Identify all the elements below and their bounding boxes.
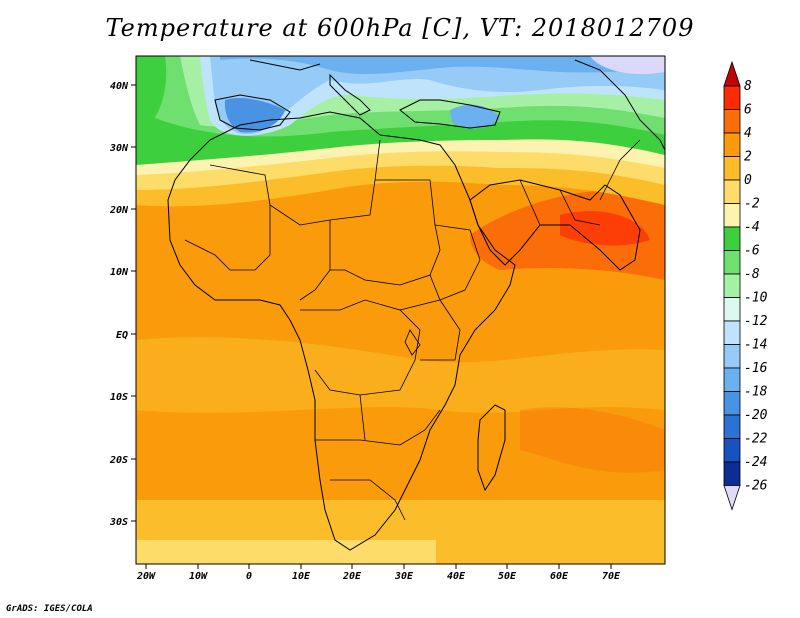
- colorbar-swatch: [723, 156, 741, 181]
- lat-tick-label: 20N: [109, 205, 129, 216]
- colorbar-top-arrow: [723, 60, 741, 87]
- field-hot-arabian-sea: [560, 211, 650, 246]
- colorbar-label: -8: [744, 267, 760, 282]
- border-arabia-2: [559, 189, 601, 226]
- colorbar-label: 2: [744, 150, 752, 165]
- lon-tick-label: 20E: [342, 571, 362, 582]
- colorbar-swatch: [723, 461, 741, 486]
- africa-coast: [167, 111, 516, 551]
- lon-tick-label: 50E: [498, 571, 517, 582]
- colorbar-label: -14: [744, 338, 767, 353]
- turkey-coast: [399, 99, 501, 129]
- colorbar-label: 4: [744, 126, 752, 141]
- border-niger-chad: [299, 220, 331, 301]
- plot-title: Temperature at 600hPa [C], VT: 201801270…: [105, 14, 695, 42]
- border-southern-africa: [315, 409, 441, 446]
- border-central-africa: [300, 299, 421, 396]
- border-angola-zambia: [359, 394, 366, 441]
- field-cold-turkey: [450, 104, 500, 129]
- colorbar: 8 6 4 2 0 -2 -4 -6 -8 -10 -12 -14 -16 -18 -20 -22 -24 -26: [723, 60, 768, 511]
- lat-tick-label: 40N: [110, 81, 129, 92]
- iberia-coast: [214, 94, 291, 131]
- lake-victoria: [404, 329, 421, 356]
- border-west-africa: [184, 205, 271, 271]
- border-iran: [599, 139, 641, 201]
- europe-coast: [249, 59, 321, 71]
- lat-tick-label: 30S: [109, 517, 128, 528]
- lon-axis: 20W 10W 0 10E 20E 30E 40E 50E 60E 70E: [136, 564, 621, 582]
- colorbar-label: -2: [744, 197, 760, 212]
- colorbar-swatch: [723, 85, 741, 110]
- lat-axis: 40N 30N 20N 10N EQ 10S 20S 30S: [109, 81, 136, 528]
- colorbar-label: -22: [744, 432, 768, 447]
- colorbar-swatch: [723, 414, 741, 439]
- country-borders: [184, 139, 641, 521]
- colorbar-label: -18: [744, 385, 768, 400]
- grads-credit: GrADS: IGES/COLA: [6, 604, 93, 614]
- madagascar-coast: [477, 404, 506, 492]
- border-east-africa: [399, 299, 461, 361]
- field-west-atlantic: [136, 56, 167, 140]
- plot-frame: [135, 55, 666, 565]
- lon-tick-label: 40E: [447, 571, 466, 582]
- border-south-africa: [330, 479, 406, 521]
- colorbar-swatch: [723, 109, 741, 134]
- lon-tick-label: 70E: [602, 571, 621, 582]
- italy-coast: [329, 73, 371, 116]
- field-band-minus16: [220, 56, 665, 74]
- colorbar-swatch: [723, 320, 741, 345]
- lat-tick-label: 20S: [109, 455, 128, 466]
- lon-tick-label: 30E: [394, 571, 414, 582]
- coastlines: [167, 59, 665, 551]
- lon-tick-label: 10E: [292, 571, 311, 582]
- border-arabia-1: [519, 179, 541, 226]
- colorbar-swatch: [723, 203, 741, 228]
- lon-tick-label: 20W: [136, 571, 156, 582]
- field-band-equator: [136, 337, 665, 413]
- colorbar-swatch: [723, 391, 741, 416]
- lat-tick-label: 30N: [109, 143, 129, 154]
- colorbar-label: -24: [744, 455, 767, 470]
- colorbar-swatch: [723, 438, 741, 463]
- field-cold-iberia: [224, 98, 285, 133]
- colorbar-label: -16: [744, 361, 768, 376]
- colorbar-label: -10: [744, 291, 768, 306]
- field-warm-indian-ocean: [520, 407, 665, 473]
- lon-tick-label: 0: [246, 571, 252, 582]
- colorbar-swatch: [723, 297, 741, 322]
- colorbar-label: 0: [744, 173, 752, 188]
- colorbar-swatch: [723, 344, 741, 369]
- arabia-coast: [469, 179, 641, 271]
- lat-tick-label: 10S: [110, 392, 128, 403]
- colorbar-label: -4: [744, 220, 760, 235]
- lat-tick-label: 10N: [110, 267, 129, 278]
- border-ethiopia: [429, 224, 481, 301]
- lon-tick-label: 10W: [189, 571, 208, 582]
- colorbar-swatch: [723, 132, 741, 157]
- colorbar-bottom-arrow: [723, 485, 741, 511]
- border-sahara: [209, 139, 381, 226]
- field-band-minus14: [210, 56, 665, 135]
- colorbar-label: 6: [744, 103, 752, 118]
- colorbar-label: -26: [744, 479, 768, 494]
- field-coldest-north: [590, 56, 665, 75]
- asia-coast: [574, 59, 665, 151]
- colorbar-label: -12: [744, 314, 768, 329]
- lat-tick-label: EQ: [116, 330, 128, 341]
- colorbar-label: -20: [744, 408, 768, 423]
- colorbar-swatch: [723, 226, 741, 251]
- colorbar-swatch: [723, 273, 741, 298]
- colorbar-swatch: [723, 367, 741, 392]
- colorbar-label: -6: [744, 244, 760, 259]
- colorbar-label: 8: [744, 79, 752, 94]
- colorbar-swatch: [723, 179, 741, 204]
- colorbar-swatch: [723, 250, 741, 275]
- lon-tick-label: 60E: [550, 571, 569, 582]
- field-south-pale: [136, 540, 436, 564]
